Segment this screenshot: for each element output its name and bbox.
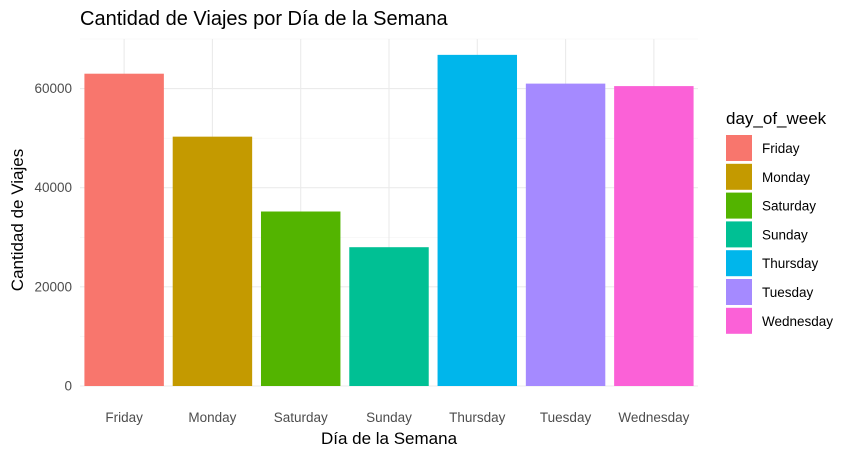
y-axis-ticks: 0 20000 40000 60000 bbox=[34, 81, 72, 393]
x-axis-title: Día de la Semana bbox=[321, 429, 458, 448]
legend-label: Wednesday bbox=[762, 314, 833, 329]
legend-items: Friday Monday Saturday Sunday Thursday Tuesda… bbox=[726, 135, 833, 334]
legend-key bbox=[726, 279, 752, 305]
bars bbox=[84, 54, 694, 387]
y-axis-title: Cantidad de Viajes bbox=[8, 149, 27, 291]
chart-title: Cantidad de Viajes por Día de la Semana bbox=[80, 8, 449, 30]
legend-key bbox=[726, 307, 752, 334]
bar-thursday bbox=[437, 54, 518, 387]
bar-tuesday bbox=[525, 83, 606, 386]
legend-label: Friday bbox=[762, 141, 800, 156]
y-tick-label: 40000 bbox=[34, 180, 72, 195]
legend-label: Thursday bbox=[762, 256, 819, 271]
y-tick-label: 0 bbox=[64, 379, 72, 394]
bar-saturday bbox=[260, 211, 341, 386]
x-axis-ticks: Friday Monday Saturday Sunday Thursday Tuesda… bbox=[105, 410, 689, 425]
legend-label: Monday bbox=[762, 170, 810, 185]
bar-wednesday bbox=[614, 86, 694, 386]
x-tick-label: Saturday bbox=[274, 410, 328, 425]
x-tick-label: Wednesday bbox=[618, 410, 689, 425]
x-tick-label: Tuesday bbox=[540, 410, 592, 425]
y-tick-label: 20000 bbox=[34, 279, 72, 294]
bar-sunday bbox=[349, 247, 429, 386]
x-tick-label: Sunday bbox=[366, 410, 412, 425]
bar-friday bbox=[84, 73, 164, 386]
legend-label: Saturday bbox=[762, 199, 816, 214]
legend-label: Sunday bbox=[762, 227, 808, 242]
bar-monday bbox=[172, 136, 253, 386]
legend-key bbox=[726, 221, 752, 248]
x-tick-label: Friday bbox=[105, 410, 143, 425]
legend-title: day_of_week bbox=[726, 109, 827, 128]
x-tick-label: Thursday bbox=[449, 410, 506, 425]
legend-label: Tuesday bbox=[762, 285, 814, 300]
legend-key bbox=[726, 163, 752, 190]
legend-key bbox=[726, 192, 752, 219]
x-tick-label: Monday bbox=[188, 410, 236, 425]
legend: day_of_week Friday Monday Saturday Sunday Th… bbox=[726, 109, 833, 334]
legend-key bbox=[726, 135, 752, 161]
legend-key bbox=[726, 250, 752, 277]
y-tick-label: 60000 bbox=[34, 81, 72, 96]
